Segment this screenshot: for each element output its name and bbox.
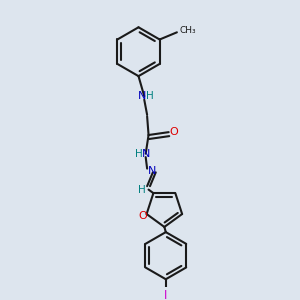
Text: CH₃: CH₃ xyxy=(179,26,196,35)
Text: I: I xyxy=(164,289,167,300)
Text: N: N xyxy=(138,91,147,101)
Text: N: N xyxy=(142,149,150,159)
Text: H: H xyxy=(138,184,146,195)
Text: O: O xyxy=(169,127,178,137)
Text: H: H xyxy=(146,91,153,101)
Text: O: O xyxy=(139,211,148,221)
Text: N: N xyxy=(148,166,156,176)
Text: H: H xyxy=(136,149,143,159)
